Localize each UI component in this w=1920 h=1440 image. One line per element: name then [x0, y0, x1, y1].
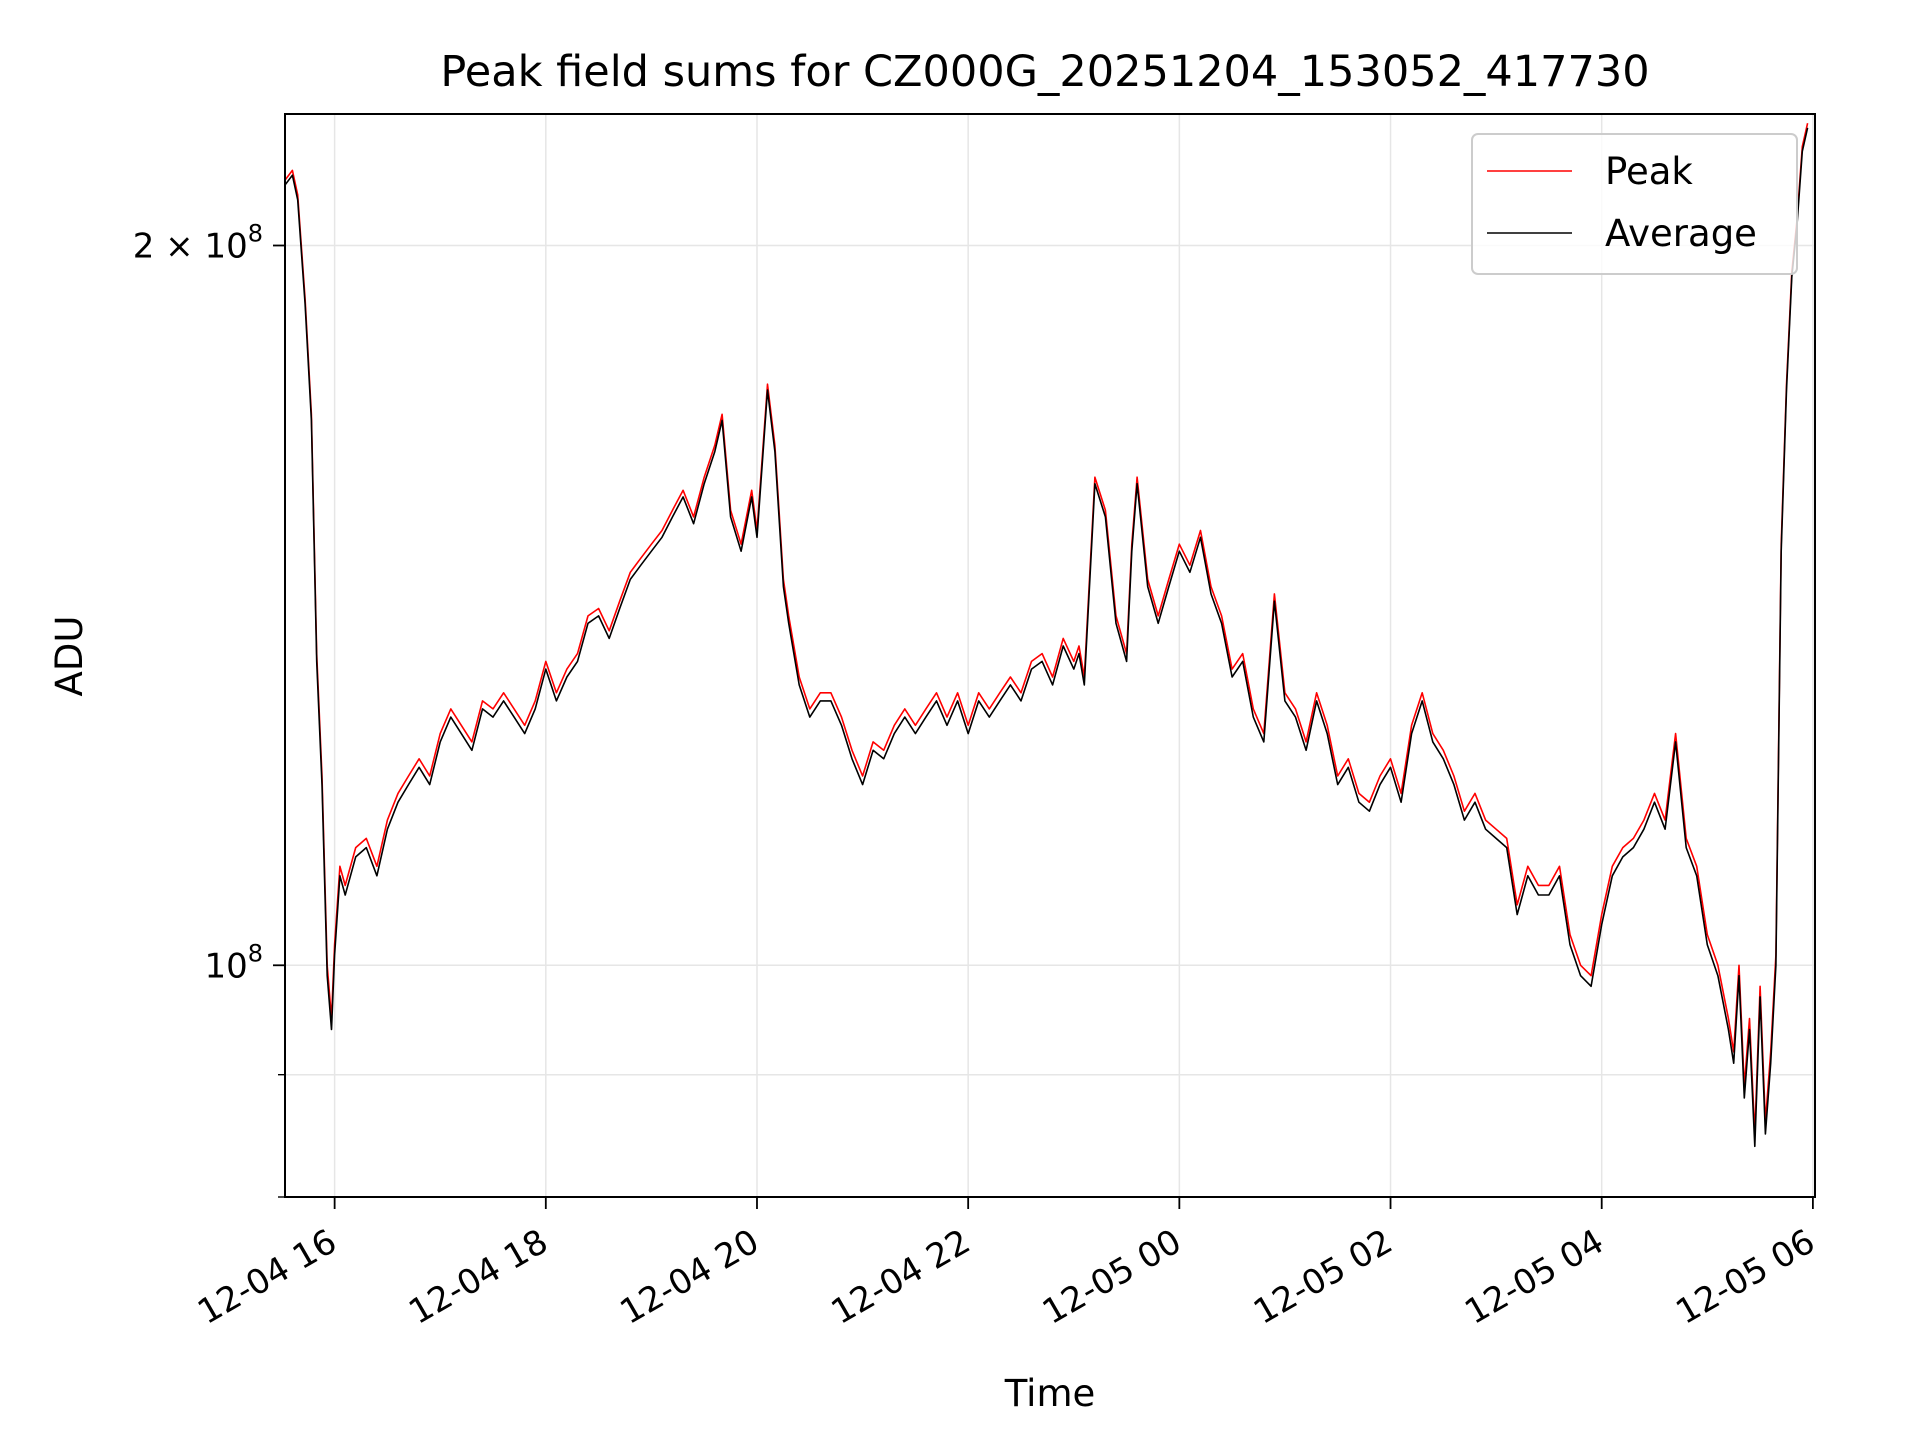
series-layer [284, 123, 1809, 1148]
plot-frame [284, 113, 1816, 1198]
chart-title: Peak field sums for CZ000G_20251204_1530… [440, 47, 1649, 97]
x-tick-label: 12-04 22 [825, 1222, 977, 1333]
x-axis-label: Time [1004, 1372, 1096, 1415]
series-line-average [284, 127, 1809, 1148]
y-axis-label: ADU [48, 616, 91, 697]
x-tick-label: 12-04 18 [402, 1222, 554, 1333]
x-tick-label: 12-05 06 [1669, 1222, 1821, 1333]
y-axis: 108 2 × 108 [133, 219, 285, 1198]
x-tick-label: 12-04 20 [613, 1222, 765, 1333]
x-tick-label: 12-05 04 [1458, 1222, 1610, 1333]
x-tick-label: 12-04 16 [191, 1222, 343, 1333]
y-tick-label: 2 × 108 [133, 219, 263, 266]
x-tick-label: 12-05 02 [1247, 1222, 1399, 1333]
legend: Peak Average [1471, 133, 1798, 275]
x-axis: 12-04 16 12-04 18 12-04 20 12-04 22 12-05 00… [191, 1197, 1822, 1333]
grid [285, 114, 1815, 1198]
legend-box [1471, 133, 1798, 275]
legend-label-average: Average [1605, 212, 1757, 255]
series-line-peak [284, 123, 1809, 1135]
legend-label-peak: Peak [1605, 150, 1693, 193]
x-tick-label: 12-05 00 [1036, 1222, 1188, 1333]
y-tick-label: 108 [204, 939, 263, 986]
